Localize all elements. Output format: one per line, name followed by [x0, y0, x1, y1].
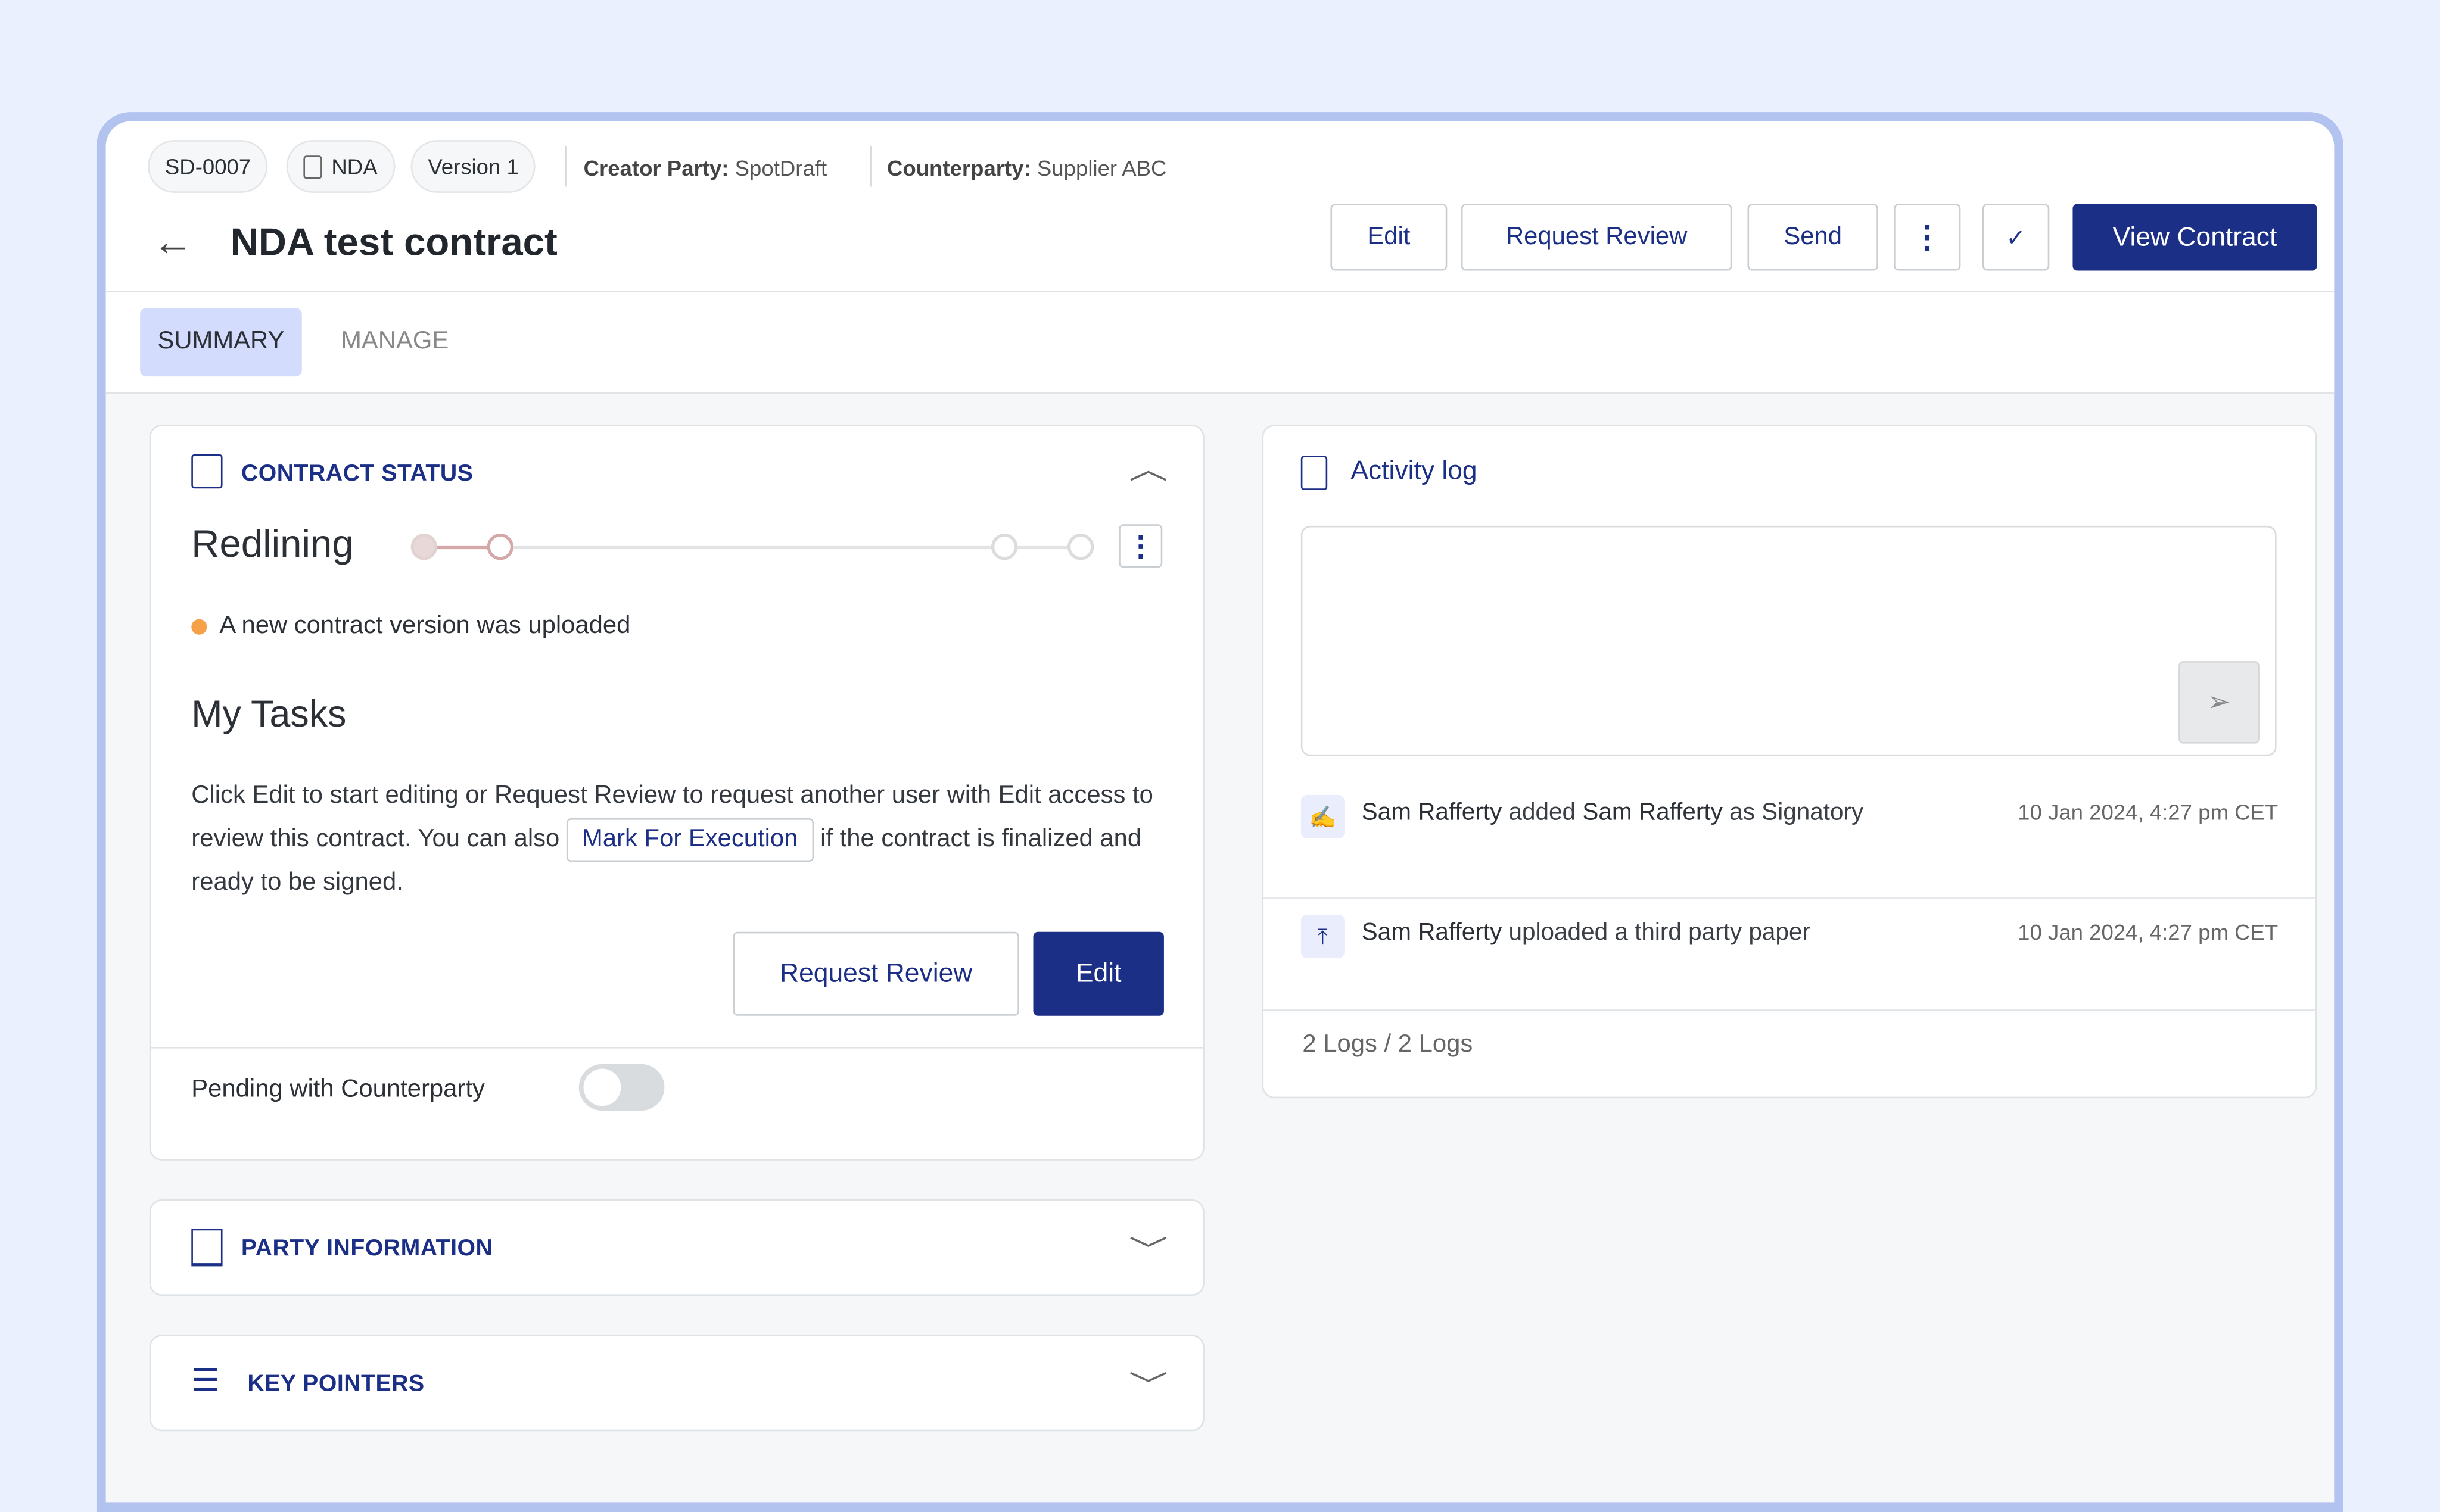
- log-count: 2 Logs / 2 Logs: [1302, 1031, 1473, 1058]
- pending-label: Pending with Counterparty: [191, 1076, 485, 1103]
- log-entry: Sam Rafferty uploaded a third party pape…: [1361, 919, 1810, 946]
- stage-name: Redlining: [191, 522, 354, 566]
- activity-log-title: Activity log: [1350, 456, 1477, 486]
- header: SD-0007 NDA Version 1 Creator Party: Spo…: [105, 121, 2335, 293]
- chevron-down-icon[interactable]: ﹀: [1128, 1235, 1168, 1267]
- send-button[interactable]: Send: [1747, 204, 1878, 271]
- stage-step[interactable]: [991, 533, 1018, 560]
- tasks-description: Click Edit to start editing or Request R…: [191, 782, 1153, 896]
- signature-icon: ✍: [1300, 794, 1345, 838]
- edit-button[interactable]: Edit: [1330, 204, 1448, 271]
- document-icon: [303, 154, 322, 179]
- check-circle-icon[interactable]: ✓: [1982, 204, 2050, 271]
- counterparty: Counterparty: Supplier ABC: [886, 155, 1167, 181]
- more-options-icon[interactable]: ⋮: [1894, 204, 1961, 271]
- my-tasks-title: My Tasks: [191, 694, 347, 736]
- divider: [565, 146, 567, 187]
- comment-input[interactable]: ➢: [1300, 525, 2277, 756]
- contract-icon: [191, 454, 223, 489]
- key-pointers-card[interactable]: ☰ KEY POINTERS ﹀: [149, 1335, 1205, 1432]
- divider: [870, 146, 872, 187]
- view-contract-button[interactable]: View Contract: [2072, 204, 2317, 271]
- upload-icon: ⤒: [1300, 914, 1345, 959]
- contract-type-chip: NDA: [286, 140, 395, 193]
- stage-step[interactable]: [410, 533, 438, 560]
- back-arrow-icon[interactable]: ←: [152, 217, 193, 265]
- edit-button[interactable]: Edit: [1033, 931, 1164, 1016]
- version-chip: Version 1: [410, 140, 536, 193]
- section-title: PARTY INFORMATION: [241, 1235, 493, 1262]
- chevron-up-icon[interactable]: ︿: [1128, 454, 1168, 486]
- stage-progress: [410, 533, 1094, 560]
- section-title: CONTRACT STATUS: [241, 460, 474, 487]
- request-review-button[interactable]: Request Review: [1461, 204, 1732, 271]
- tab-bar: SUMMARY MANAGE: [105, 292, 2335, 394]
- stage-menu-icon[interactable]: ⋮: [1119, 524, 1163, 568]
- activity-log-card: Activity log ➢ ✍ Sam Rafferty added Sam …: [1262, 425, 2317, 1099]
- section-title: KEY POINTERS: [247, 1370, 425, 1397]
- page-title: NDA test contract: [230, 220, 558, 265]
- status-message: A new contract version was uploaded: [219, 613, 631, 640]
- building-icon: [191, 1229, 223, 1267]
- list-icon: ☰: [191, 1364, 220, 1399]
- stage-step-current[interactable]: [487, 533, 514, 560]
- request-review-button[interactable]: Request Review: [733, 931, 1019, 1016]
- chevron-down-icon[interactable]: ﹀: [1128, 1370, 1168, 1402]
- party-information-card[interactable]: PARTY INFORMATION ﹀: [149, 1199, 1205, 1296]
- contract-id-chip: SD-0007: [148, 140, 268, 193]
- log-timestamp: 10 Jan 2024, 4:27 pm CET: [2018, 799, 2279, 825]
- tab-manage[interactable]: MANAGE: [341, 328, 449, 355]
- log-timestamp: 10 Jan 2024, 4:27 pm CET: [2018, 919, 2279, 944]
- contract-window: SD-0007 NDA Version 1 Creator Party: Spo…: [96, 112, 2343, 1512]
- log-entry: Sam Rafferty added Sam Rafferty as Signa…: [1361, 799, 1864, 827]
- contract-status-card: CONTRACT STATUS ︿ Redlining ⋮ A new cont…: [149, 425, 1205, 1161]
- send-icon[interactable]: ➢: [2178, 661, 2260, 744]
- divider: [1263, 897, 2315, 899]
- pending-toggle[interactable]: [578, 1064, 665, 1111]
- creator-party: Creator Party: SpotDraft: [583, 155, 827, 181]
- activity-log-icon: [1300, 456, 1328, 490]
- mark-for-execution-button[interactable]: Mark For Execution: [566, 817, 814, 861]
- divider: [1263, 1009, 2315, 1011]
- stage-step[interactable]: [1067, 533, 1094, 560]
- status-dot: [191, 619, 207, 635]
- divider: [151, 1047, 1203, 1049]
- tab-summary[interactable]: SUMMARY: [140, 308, 302, 377]
